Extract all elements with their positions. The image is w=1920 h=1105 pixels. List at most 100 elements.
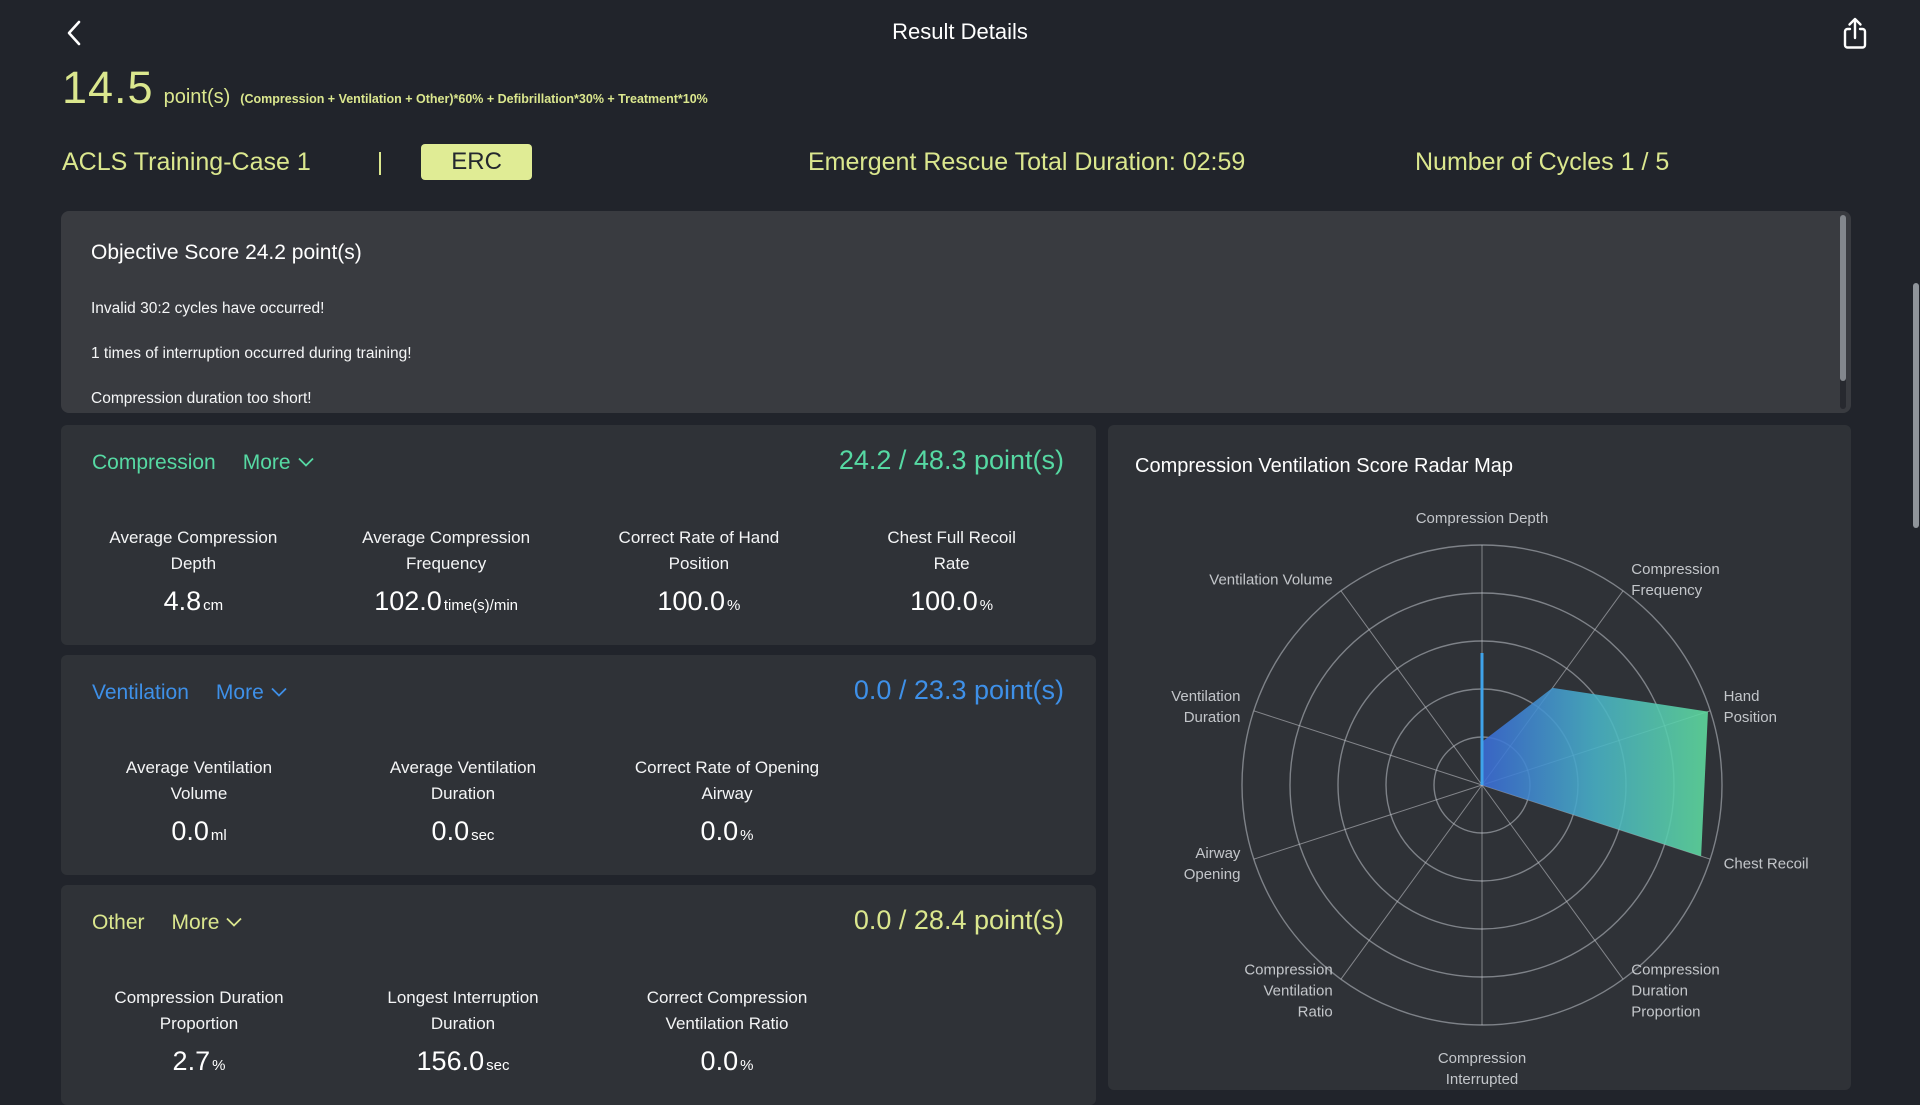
metric-unit: %: [212, 1057, 226, 1074]
page-scrollbar-thumb[interactable]: [1913, 283, 1919, 528]
metric-value-group: 0.0 ml: [171, 816, 226, 847]
compression-metrics: Average Compression Depth 4.8 cm Average…: [61, 525, 1096, 617]
more-label: More: [215, 681, 264, 704]
ventilation-title: Ventilation: [92, 681, 189, 704]
compression-card-header: Compression More 24.2 / 48.3 point(s): [61, 425, 1096, 476]
metric-value-group: 100.0 %: [657, 586, 740, 617]
chevron-down-icon: [226, 917, 243, 927]
case-name: ACLS Training-Case 1: [62, 147, 311, 176]
separator: |: [376, 147, 384, 176]
metric-label: Average Compression Frequency: [362, 528, 531, 573]
metric-value-group: 0.0 %: [701, 1046, 754, 1077]
radar-axis-label-airway-opening: Airway Opening: [1184, 845, 1241, 883]
compression-score: 24.2 / 48.3 point(s): [838, 445, 1064, 475]
metric-value: 4.8: [163, 586, 202, 616]
metric-unit: ml: [210, 827, 227, 844]
metric-average-ventilation-duration: Average Ventilation Duration 0.0 sec: [337, 755, 589, 847]
radar-axis-label-ventilation-duration: Ventilation Duration: [1171, 688, 1240, 726]
radar-card: Compression Ventilation Score Radar Map …: [1108, 425, 1851, 1090]
metric-label: Longest Interruption Duration: [387, 988, 539, 1033]
metric-value-group: 0.0 sec: [432, 816, 495, 847]
metric-value-group: 156.0 sec: [417, 1046, 510, 1077]
metric-average-ventilation-volume: Average Ventilation Volume 0.0 ml: [73, 755, 325, 847]
metric-value: 0.0: [431, 816, 470, 846]
share-export-icon: [1843, 17, 1867, 49]
metric-value-group: 4.8 cm: [164, 586, 224, 617]
radar-axis-label-chest-recoil: Chest Recoil: [1724, 855, 1809, 872]
radar-axis-label-compression-frequency: Compression Frequency: [1631, 561, 1719, 599]
other-more-button[interactable]: More: [172, 911, 243, 935]
metric-correct-compression-ventilation-ratio: Correct Compression Ventilation Ratio 0.…: [601, 985, 853, 1077]
radar-spoke: [1481, 784, 1624, 980]
objective-scrollbar-track: [1840, 215, 1846, 409]
other-card-header: Other More 0.0 / 28.4 point(s): [61, 885, 1096, 936]
metric-label: Correct Compression Ventilation Ratio: [646, 988, 808, 1033]
metric-average-compression-frequency: Average Compression Frequency 102.0 time…: [326, 525, 567, 617]
metric-chest-full-recoil-rate: Chest Full Recoil Rate 100.0 %: [831, 525, 1072, 617]
metric-unit: sec: [471, 827, 495, 844]
metric-label: Average Compression Depth: [109, 528, 278, 573]
radar-chart: Compression Depth Compression Frequency Han…: [1171, 510, 1809, 1088]
metric-unit: cm: [203, 597, 224, 614]
objective-scrollbar-thumb[interactable]: [1840, 215, 1846, 381]
metric-unit: sec: [486, 1057, 510, 1074]
metric-label: Average Ventilation Volume: [125, 758, 273, 803]
radar-spoke: [1253, 710, 1483, 786]
metric-value-group: 100.0 %: [910, 586, 993, 617]
compression-card: Compression More 24.2 / 48.3 point(s) Av…: [61, 425, 1096, 645]
chevron-left-icon: [67, 20, 81, 46]
radar-axis-label-compression-duration-proportion: Compression Duration Proportion: [1631, 961, 1719, 1020]
ventilation-card-header: Ventilation More 0.0 / 23.3 point(s): [61, 655, 1096, 706]
metric-unit: %: [740, 827, 754, 844]
standard-badge: ERC: [421, 144, 532, 180]
other-title: Other: [92, 911, 145, 934]
metric-label: Chest Full Recoil Rate: [887, 528, 1016, 573]
objective-score-panel: Objective Score 24.2 point(s) Invalid 30…: [61, 211, 1851, 413]
metric-value-group: 102.0 time(s)/min: [374, 586, 518, 617]
top-bar: Result Details: [0, 0, 1920, 64]
metric-value-group: 0.0 %: [701, 816, 754, 847]
metric-unit: %: [740, 1057, 754, 1074]
radar-title: Compression Ventilation Score Radar Map: [1135, 455, 1513, 477]
total-duration-text: Emergent Rescue Total Duration: 02:59: [808, 148, 1246, 176]
radar-spoke: [1481, 784, 1711, 860]
metric-value-group: 2.7 %: [173, 1046, 226, 1077]
score-formula: (Compression + Ventilation + Other)*60% …: [240, 92, 708, 106]
metric-correct-hand-position-rate: Correct Rate of Hand Position 100.0 %: [579, 525, 820, 617]
radar-axis-label-compression-depth: Compression Depth: [1416, 510, 1549, 527]
metric-unit: time(s)/min: [443, 597, 518, 614]
radar-axis-label-ventilation-volume: Ventilation Volume: [1209, 572, 1332, 589]
metric-compression-duration-proportion: Compression Duration Proportion 2.7 %: [73, 985, 325, 1077]
ventilation-card: Ventilation More 0.0 / 23.3 point(s) Ave…: [61, 655, 1096, 875]
metric-unit: %: [726, 597, 741, 614]
radar-axis-label-hand-position: Hand Position: [1724, 688, 1777, 726]
total-score-line: 14.5 point(s) (Compression + Ventilation…: [62, 62, 708, 114]
metric-label: Correct Rate of Hand Position: [618, 528, 780, 573]
compression-more-button[interactable]: More: [243, 451, 314, 475]
metric-average-compression-depth: Average Compression Depth 4.8 cm: [73, 525, 314, 617]
total-score-unit: point(s): [163, 86, 231, 108]
radar-spoke: [1340, 784, 1483, 980]
back-button[interactable]: [58, 16, 92, 50]
metric-value: 2.7: [172, 1046, 211, 1076]
total-score-value: 14.5: [62, 62, 154, 113]
metric-value: 156.0: [416, 1046, 485, 1076]
session-row: ACLS Training-Case 1 | ERC: [62, 144, 532, 180]
metric-correct-opening-airway-rate: Correct Rate of Opening Airway 0.0 %: [601, 755, 853, 847]
more-label: More: [171, 911, 220, 934]
objective-message: Compression duration too short!: [91, 390, 312, 407]
ventilation-metrics: Average Ventilation Volume 0.0 ml Averag…: [61, 755, 1096, 847]
share-button[interactable]: [1836, 14, 1874, 54]
compression-title: Compression: [92, 451, 216, 474]
radar-axis-label-compression-ventilation-ratio: Compression Ventilation Ratio: [1244, 961, 1332, 1020]
metric-value: 0.0: [700, 816, 739, 846]
metric-label: Correct Rate of Opening Airway: [634, 758, 820, 803]
chevron-down-icon: [297, 457, 314, 467]
metric-value: 0.0: [700, 1046, 739, 1076]
cycles-text: Number of Cycles 1 / 5: [1415, 148, 1670, 176]
page-title: Result Details: [892, 19, 1028, 44]
metric-value: 0.0: [171, 816, 209, 846]
ventilation-more-button[interactable]: More: [216, 681, 287, 705]
metric-value: 102.0: [374, 586, 442, 616]
other-score: 0.0 / 28.4 point(s): [853, 905, 1064, 935]
